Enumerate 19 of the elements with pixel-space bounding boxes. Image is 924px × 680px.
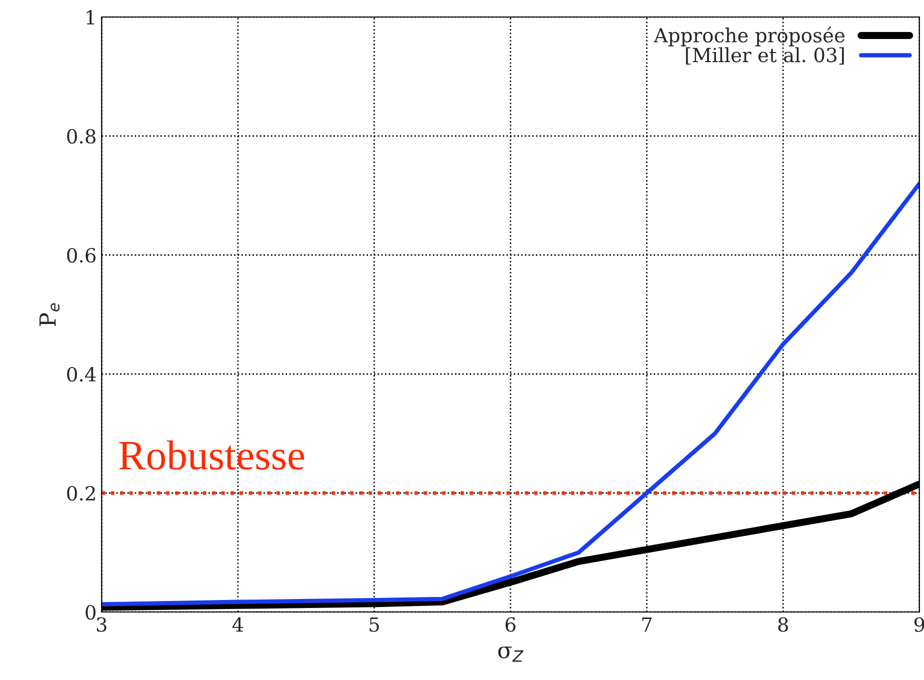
x-tick-label: 8	[778, 617, 788, 632]
y-tick-label: 0	[86, 604, 96, 620]
y-axis-title: P$_{e}$	[39, 303, 60, 326]
x-tick-label: 6	[506, 617, 516, 632]
x-axis-title: σ$_{Z}$	[498, 646, 524, 662]
x-tick-label: 9	[914, 617, 924, 632]
x-tick-label: 4	[232, 617, 244, 632]
y-tick-label: 0.4	[67, 366, 96, 382]
ref-line-label: Robustesse	[119, 440, 304, 470]
x-tick-label: 3	[96, 617, 106, 632]
legend-label: Approche proposée	[654, 26, 845, 46]
line-series	[102, 182, 920, 606]
legend-label: [Miller et al. 03]	[686, 47, 844, 65]
x-tick-label: 7	[642, 617, 652, 632]
y-tick-label: 0.6	[67, 248, 96, 263]
x-tick-label: 5	[370, 617, 379, 632]
y-tick-label: 0.2	[67, 486, 95, 501]
y-tick-label: 0.8	[67, 128, 96, 144]
y-tick-label: 1	[86, 10, 94, 24]
